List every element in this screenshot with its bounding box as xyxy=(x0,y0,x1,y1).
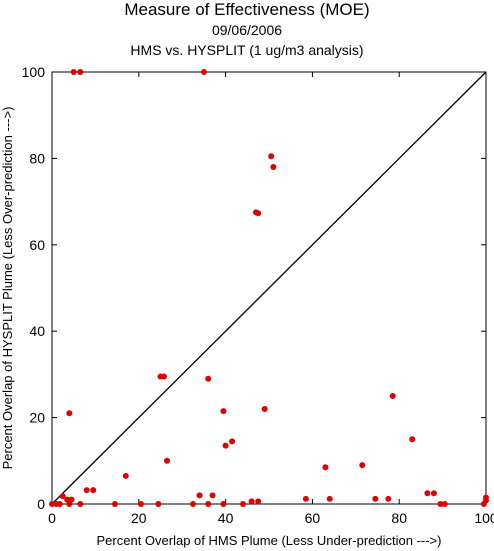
chart-subtitle: HMS vs. HYSPLIT (1 ug/m3 analysis) xyxy=(130,42,364,58)
data-point xyxy=(200,69,207,75)
data-point xyxy=(70,69,77,75)
data-point xyxy=(77,69,84,75)
x-tick-label: 40 xyxy=(218,510,234,526)
data-point xyxy=(385,495,392,502)
data-point xyxy=(49,501,55,507)
data-point xyxy=(441,501,448,507)
data-point xyxy=(155,501,162,507)
data-point xyxy=(77,501,84,507)
x-tick-label: 0 xyxy=(48,510,56,526)
data-point xyxy=(160,373,167,380)
data-point xyxy=(239,501,246,507)
reference-line-y-equals-x xyxy=(51,71,487,505)
data-point xyxy=(111,501,118,507)
data-point xyxy=(222,442,229,449)
data-point xyxy=(261,405,268,412)
data-point xyxy=(255,210,262,217)
data-point xyxy=(66,410,73,417)
y-tick-label: 20 xyxy=(29,410,45,426)
data-point xyxy=(220,408,227,415)
data-point xyxy=(137,501,144,507)
chart-date: 09/06/2006 xyxy=(211,22,283,38)
data-point xyxy=(209,492,216,499)
x-axis-label: Percent Overlap of HMS Plume (Less Under… xyxy=(97,533,442,548)
data-point xyxy=(424,490,431,497)
data-point xyxy=(409,436,416,443)
data-point xyxy=(83,487,90,494)
x-tick-label: 80 xyxy=(391,510,407,526)
y-tick-label: 80 xyxy=(29,150,45,166)
y-tick-label: 60 xyxy=(29,237,45,253)
plot-frame xyxy=(51,71,487,505)
data-point xyxy=(322,464,329,471)
x-tick-label: 60 xyxy=(305,510,321,526)
data-point xyxy=(196,492,203,499)
data-point xyxy=(220,501,227,507)
data-point xyxy=(205,375,212,382)
data-point xyxy=(372,495,379,502)
data-point xyxy=(255,498,262,505)
y-tick-label: 40 xyxy=(29,323,45,339)
y-tick-label: 100 xyxy=(22,64,46,80)
data-point xyxy=(326,495,333,502)
data-point xyxy=(268,153,275,160)
data-point xyxy=(389,393,396,399)
data-point xyxy=(190,501,197,507)
data-point xyxy=(248,498,255,505)
data-point xyxy=(205,501,212,507)
data-point xyxy=(270,164,277,171)
x-tick-label: 20 xyxy=(131,510,147,526)
data-point xyxy=(302,495,309,502)
y-tick-label: 0 xyxy=(37,496,45,512)
data-point xyxy=(66,501,73,507)
data-point xyxy=(437,501,444,507)
data-point xyxy=(359,462,366,469)
data-point xyxy=(229,438,236,445)
data-point xyxy=(480,501,487,507)
y-axis-label: Percent Overlap of HYSPLIT Plume (Less O… xyxy=(0,107,15,470)
data-point xyxy=(430,490,437,497)
data-point xyxy=(90,487,97,494)
data-point xyxy=(59,493,66,500)
data-point xyxy=(164,457,171,464)
data-point xyxy=(122,472,129,479)
data-point xyxy=(56,501,63,507)
x-tick-label: 100 xyxy=(474,510,494,526)
chart-title: Measure of Effectiveness (MOE) xyxy=(124,0,370,19)
